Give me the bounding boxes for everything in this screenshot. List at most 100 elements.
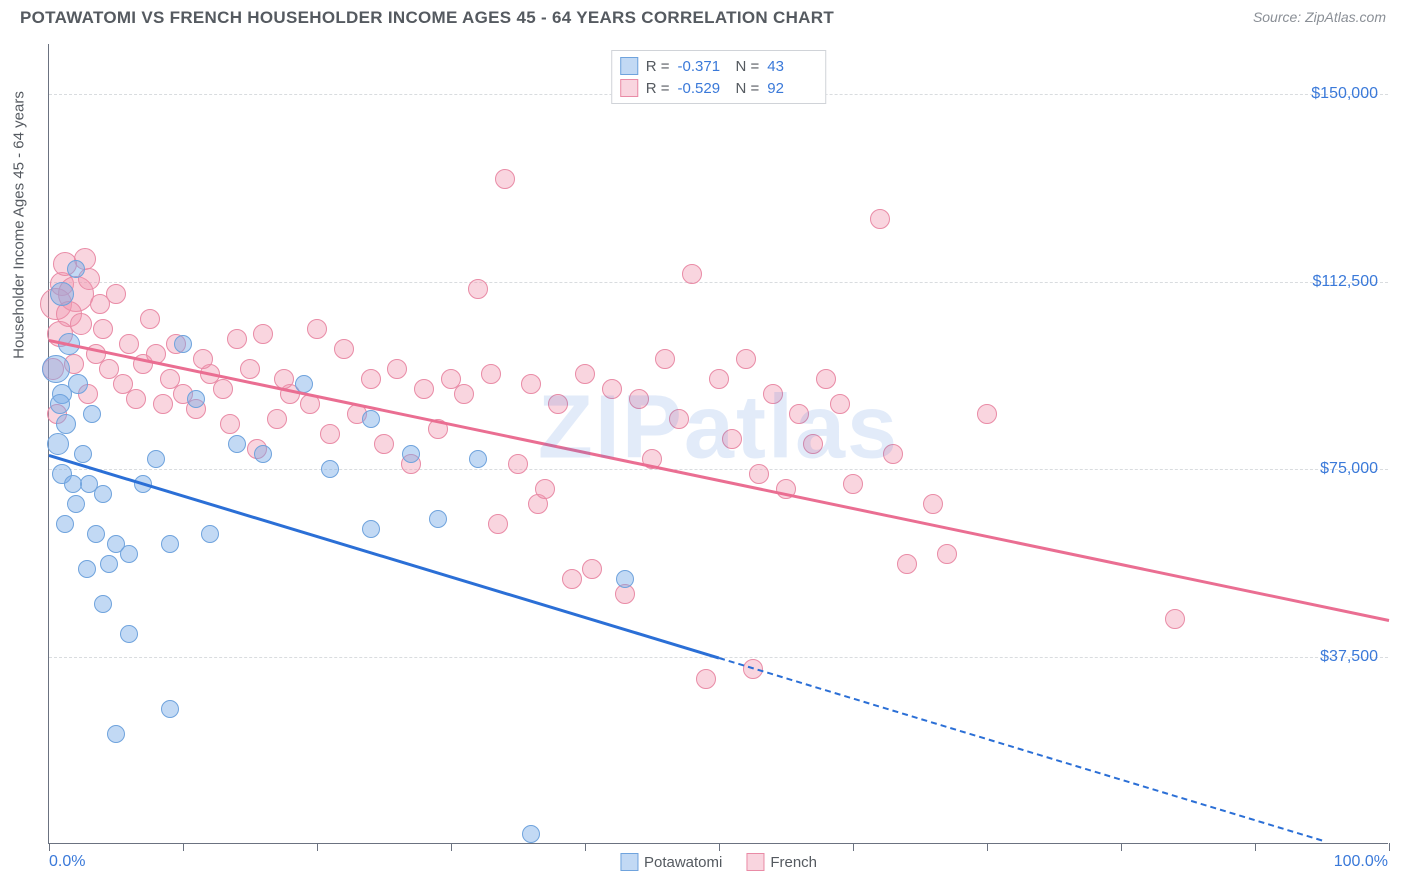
- data-point-potawatomi: [94, 485, 112, 503]
- data-point-potawatomi: [429, 510, 447, 528]
- n-value-pink: 92: [767, 80, 817, 97]
- x-tick: [451, 843, 452, 851]
- data-point-potawatomi: [94, 595, 112, 613]
- data-point-french: [722, 429, 742, 449]
- data-point-potawatomi: [187, 390, 205, 408]
- x-tick: [183, 843, 184, 851]
- swatch-blue-icon: [620, 853, 638, 871]
- data-point-french: [307, 319, 327, 339]
- data-point-french: [535, 479, 555, 499]
- data-point-french: [655, 349, 675, 369]
- swatch-pink-icon: [620, 79, 638, 97]
- data-point-french: [454, 384, 474, 404]
- data-point-french: [696, 669, 716, 689]
- gridline: [49, 469, 1388, 470]
- legend-stats-row-blue: R = -0.371 N = 43: [620, 55, 818, 77]
- data-point-potawatomi: [67, 260, 85, 278]
- legend-stats: R = -0.371 N = 43 R = -0.529 N = 92: [611, 50, 827, 104]
- data-point-potawatomi: [174, 335, 192, 353]
- data-point-french: [334, 339, 354, 359]
- data-point-potawatomi: [50, 282, 74, 306]
- data-point-french: [126, 389, 146, 409]
- data-point-potawatomi: [47, 433, 69, 455]
- data-point-potawatomi: [362, 410, 380, 428]
- data-point-french: [629, 389, 649, 409]
- data-point-french: [521, 374, 541, 394]
- data-point-potawatomi: [83, 405, 101, 423]
- data-point-french: [883, 444, 903, 464]
- data-point-potawatomi: [56, 414, 76, 434]
- r-label: R =: [646, 80, 670, 97]
- y-tick-label: $150,000: [1311, 85, 1378, 103]
- watermark: ZIPatlas: [538, 376, 899, 479]
- data-point-french: [602, 379, 622, 399]
- data-point-french: [1165, 609, 1185, 629]
- data-point-french: [240, 359, 260, 379]
- r-value-pink: -0.529: [678, 80, 728, 97]
- x-tick: [317, 843, 318, 851]
- data-point-french: [99, 359, 119, 379]
- data-point-potawatomi: [120, 625, 138, 643]
- data-point-french: [709, 369, 729, 389]
- data-point-french: [140, 309, 160, 329]
- data-point-potawatomi: [522, 825, 540, 843]
- data-point-french: [213, 379, 233, 399]
- data-point-potawatomi: [100, 555, 118, 573]
- data-point-french: [414, 379, 434, 399]
- n-label: N =: [736, 58, 760, 75]
- trendline-potawatomi: [49, 454, 720, 659]
- data-point-potawatomi: [120, 545, 138, 563]
- data-point-french: [937, 544, 957, 564]
- data-point-french: [227, 329, 247, 349]
- data-point-french: [193, 349, 213, 369]
- data-point-french: [582, 559, 602, 579]
- data-point-french: [789, 404, 809, 424]
- y-axis-title: Householder Income Ages 45 - 64 years: [11, 91, 28, 359]
- data-point-potawatomi: [228, 435, 246, 453]
- data-point-french: [897, 554, 917, 574]
- data-point-french: [763, 384, 783, 404]
- swatch-blue-icon: [620, 57, 638, 75]
- data-point-potawatomi: [147, 450, 165, 468]
- legend-series: Potawatomi French: [620, 853, 817, 871]
- data-point-french: [153, 394, 173, 414]
- data-point-french: [119, 334, 139, 354]
- data-point-potawatomi: [87, 525, 105, 543]
- data-point-french: [361, 369, 381, 389]
- x-tick: [987, 843, 988, 851]
- swatch-pink-icon: [746, 853, 764, 871]
- data-point-french: [736, 349, 756, 369]
- data-point-french: [508, 454, 528, 474]
- data-point-potawatomi: [402, 445, 420, 463]
- data-point-potawatomi: [161, 535, 179, 553]
- x-tick: [853, 843, 854, 851]
- data-point-french: [387, 359, 407, 379]
- x-tick: [585, 843, 586, 851]
- x-tick: [719, 843, 720, 851]
- legend-stats-row-pink: R = -0.529 N = 92: [620, 77, 818, 99]
- x-tick: [1121, 843, 1122, 851]
- source-attribution: Source: ZipAtlas.com: [1253, 9, 1386, 27]
- data-point-french: [481, 364, 501, 384]
- data-point-french: [816, 369, 836, 389]
- x-tick: [49, 843, 50, 851]
- data-point-french: [548, 394, 568, 414]
- source-label: Source:: [1253, 9, 1305, 25]
- n-value-blue: 43: [767, 58, 817, 75]
- legend-item-french: French: [746, 853, 817, 871]
- data-point-french: [575, 364, 595, 384]
- legend-label-french: French: [770, 854, 817, 871]
- data-point-french: [749, 464, 769, 484]
- data-point-french: [90, 294, 110, 314]
- data-point-potawatomi: [67, 495, 85, 513]
- data-point-french: [320, 424, 340, 444]
- data-point-french: [93, 319, 113, 339]
- data-point-french: [830, 394, 850, 414]
- data-point-french: [374, 434, 394, 454]
- data-point-potawatomi: [42, 355, 70, 383]
- trendline-potawatomi-projected: [719, 657, 1323, 842]
- data-point-french: [682, 264, 702, 284]
- data-point-french: [253, 324, 273, 344]
- chart-title: POTAWATOMI VS FRENCH HOUSEHOLDER INCOME …: [20, 8, 834, 28]
- x-tick: [1389, 843, 1390, 851]
